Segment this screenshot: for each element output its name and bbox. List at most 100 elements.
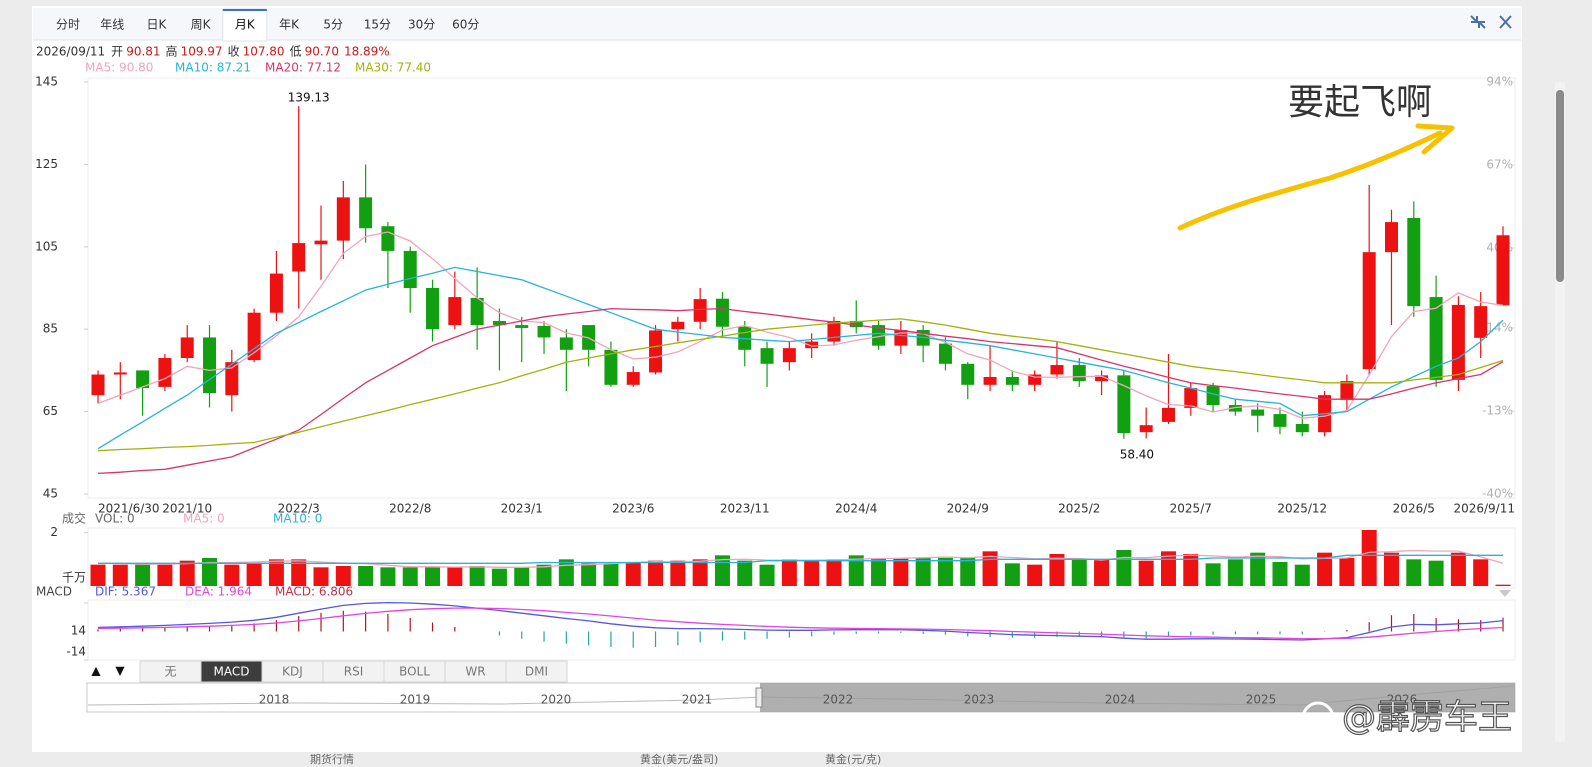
legend-entry: DEA: 1.964 [185, 585, 252, 599]
navigator-selection[interactable] [760, 683, 1515, 712]
legend-entry: MA30: 77.40 [355, 61, 431, 75]
candle-body [314, 240, 328, 245]
x-tick-label: 2025/2 [1058, 502, 1100, 516]
navigator-year: 2019 [400, 693, 431, 707]
candle-body [671, 321, 685, 330]
info-value: 109.97 [181, 45, 223, 59]
tab[interactable]: 15分 [364, 18, 391, 32]
volume-bar [1049, 554, 1065, 586]
x-tick-label: 2022/8 [389, 502, 431, 516]
candle-body [1184, 388, 1198, 408]
ma-line [97, 231, 1504, 419]
candle-body [448, 297, 462, 326]
x-tick-label: 2025/7 [1170, 502, 1212, 516]
volume-bar [425, 567, 441, 586]
candle-body [715, 298, 729, 327]
candle-body [626, 372, 640, 385]
hand-arrow-head [1415, 123, 1455, 155]
candle-body [872, 325, 886, 346]
volume-bar [514, 567, 530, 586]
tab[interactable]: 60分 [452, 18, 479, 32]
collapse-icon[interactable] [1499, 590, 1511, 597]
x-tick-label: 2026/9/11 [1453, 502, 1515, 516]
candle-body [113, 372, 127, 375]
candle-body [649, 330, 663, 373]
volume-bar [937, 556, 953, 586]
candle-body [492, 320, 506, 326]
scroll-thumb[interactable] [1556, 90, 1564, 282]
y-tick-label: -14 [66, 645, 86, 659]
volume-bar [759, 564, 775, 586]
volume-bar [737, 560, 753, 586]
x-tick-label: 2024/4 [835, 502, 877, 516]
volume-bar [1361, 530, 1377, 586]
candle-body [359, 197, 373, 229]
navigator-year: 2018 [259, 693, 290, 707]
volume-bar [335, 566, 351, 586]
volume-bar [1450, 552, 1466, 586]
volume-bar [1272, 562, 1288, 586]
volume-bar [1406, 559, 1422, 586]
tab[interactable]: 日K [146, 18, 167, 32]
legend-entry: DIF: 5.367 [95, 585, 156, 599]
volume-bar [558, 559, 574, 586]
navigator-handle[interactable] [755, 687, 763, 708]
x-tick-label: 2023/6 [612, 502, 654, 516]
indicator-tab-label: WR [465, 665, 485, 679]
volume-bar [157, 564, 173, 586]
candle-body [1340, 381, 1354, 401]
tab[interactable]: 30分 [408, 18, 435, 32]
indicator-tab-label: KDJ [282, 665, 303, 679]
volume-bar [1071, 559, 1087, 586]
indicator-arrow[interactable]: ▲ [91, 664, 101, 678]
candle-body [693, 299, 707, 322]
info-change: 18.89% [344, 45, 390, 59]
volume-bar [246, 563, 262, 586]
volume-bar [90, 564, 106, 586]
volume-bar [179, 560, 195, 586]
volume-bar [402, 567, 418, 586]
tab[interactable]: 年K [279, 18, 300, 32]
tab[interactable]: 5分 [323, 18, 343, 32]
x-tick-label: 2021/10 [162, 502, 212, 516]
navigator-year: 2020 [541, 693, 572, 707]
volume-bar [1317, 552, 1333, 586]
candle-body [1228, 405, 1242, 412]
y2-tick-label: -40% [1482, 487, 1513, 501]
volume-bar [648, 560, 664, 586]
candle-body [1072, 365, 1086, 382]
y-tick-label: 2 [50, 525, 58, 539]
tab[interactable]: 周K [191, 18, 212, 32]
fullscreen-icon[interactable] [1470, 15, 1486, 29]
indicator-tab-label: MACD [214, 665, 250, 679]
info-label: 低 [290, 45, 302, 59]
candle-body [1095, 375, 1109, 382]
legend-entry: MACD: 6.806 [275, 585, 353, 599]
volume-bar [781, 559, 797, 586]
info-value: 90.81 [126, 45, 160, 59]
volume-bar [603, 563, 619, 586]
indicator-tab[interactable] [505, 660, 568, 683]
indicator-tab-label: BOLL [399, 665, 430, 679]
macd-line [97, 607, 1504, 640]
indicator-tab-label: DMI [525, 665, 548, 679]
tab[interactable]: 年线 [100, 18, 124, 32]
footer-item: 黄金(元/克) [825, 752, 881, 766]
tab[interactable]: 分时 [56, 18, 80, 32]
candle-body [1429, 297, 1443, 380]
y-tick-label: 125 [35, 157, 58, 171]
x-tick-label: 2022/3 [278, 502, 320, 516]
candle-body [269, 273, 283, 313]
candle-body [292, 243, 306, 272]
close-icon[interactable] [1499, 15, 1512, 29]
indicator-arrow[interactable]: ▼ [115, 664, 125, 678]
candle-body [961, 363, 975, 385]
volume-bar [1116, 550, 1132, 586]
x-tick-label: 2023/1 [501, 502, 543, 516]
navigator-year: 2023 [964, 693, 995, 707]
hand-arrow [1177, 130, 1443, 231]
y-tick-label: 45 [43, 487, 58, 501]
navigator-year: 2022 [823, 693, 854, 707]
tab[interactable]: 月K [235, 18, 256, 32]
indicator-tab-label: 无 [164, 665, 176, 679]
